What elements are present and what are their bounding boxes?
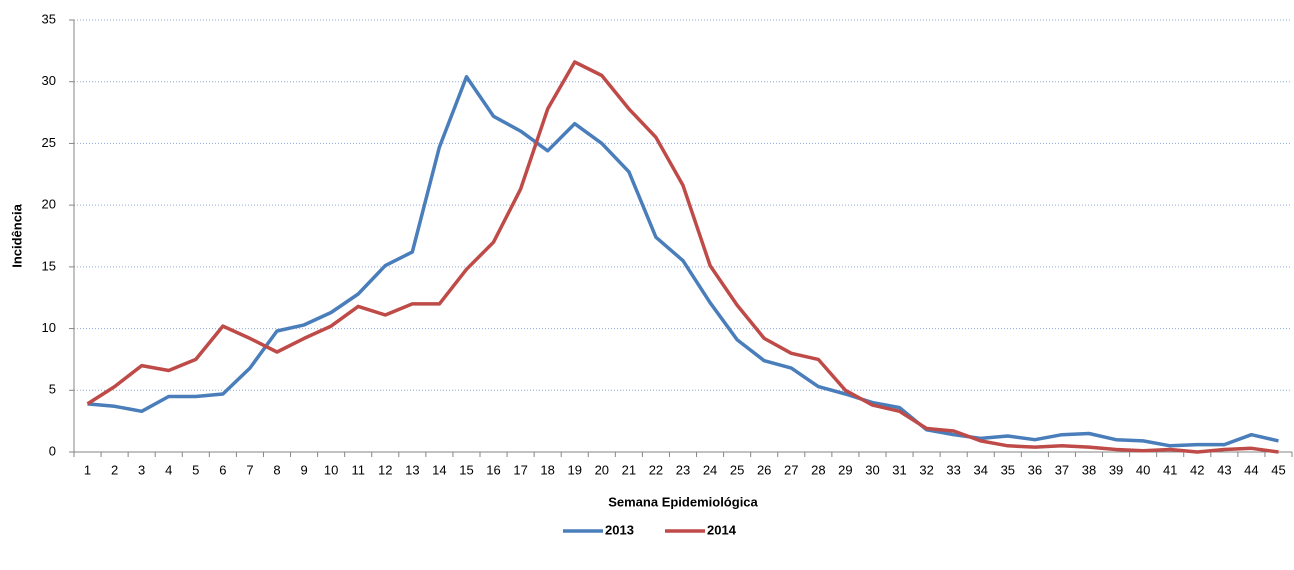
line-series: [87, 75, 1279, 448]
x-tick-label: 36: [1028, 462, 1042, 477]
x-tick-label: 18: [540, 462, 554, 477]
x-tick-label: 25: [730, 462, 744, 477]
x-tick-label: 19: [567, 462, 581, 477]
y-tick-label: 35: [42, 11, 56, 26]
y-tick-label: 5: [49, 382, 56, 397]
x-tick-label: 45: [1271, 462, 1285, 477]
x-tick-label: 31: [892, 462, 906, 477]
x-tick-label: 6: [219, 462, 226, 477]
x-tick-label: 30: [865, 462, 879, 477]
x-tick-label: 29: [838, 462, 852, 477]
x-tick-label: 5: [192, 462, 199, 477]
x-tick-label: 9: [300, 462, 307, 477]
y-axis-title: Incidência: [9, 203, 24, 267]
x-tick-label: 15: [459, 462, 473, 477]
x-tick-label: 17: [513, 462, 527, 477]
x-tick-label: 32: [919, 462, 933, 477]
x-axis-title: Semana Epidemiológica: [608, 494, 758, 509]
x-tick-label: 34: [973, 462, 987, 477]
x-tick-label: 23: [676, 462, 690, 477]
x-tick-label: 37: [1055, 462, 1069, 477]
x-tick-label: 41: [1163, 462, 1177, 477]
y-tick-label: 15: [42, 258, 56, 273]
x-tick-label: 3: [138, 462, 145, 477]
x-tick-label: 14: [432, 462, 446, 477]
x-tick-label: 22: [649, 462, 663, 477]
x-tick-label: 7: [246, 462, 253, 477]
x-tick-label: 38: [1082, 462, 1096, 477]
x-tick-label: 40: [1136, 462, 1150, 477]
y-tick-label: 20: [42, 197, 56, 212]
y-tick-label: 30: [42, 73, 56, 88]
x-tick-label: 27: [784, 462, 798, 477]
y-tick-label: 10: [42, 320, 56, 335]
x-tick-label: 26: [757, 462, 771, 477]
x-tick-label: 2: [111, 462, 118, 477]
x-tick-label: 33: [946, 462, 960, 477]
y-tick-label: 0: [49, 443, 56, 458]
x-tick-label: 24: [703, 462, 717, 477]
line-series: [86, 60, 1279, 454]
x-tick-label: 13: [405, 462, 419, 477]
x-tick-label: 12: [378, 462, 392, 477]
x-tick-label: 39: [1109, 462, 1123, 477]
x-tick-label: 28: [811, 462, 825, 477]
x-tick-label: 21: [622, 462, 636, 477]
x-tick-label: 43: [1217, 462, 1231, 477]
x-tick-label: 44: [1244, 462, 1258, 477]
x-tick-label: 11: [351, 462, 365, 477]
x-tick-label: 42: [1190, 462, 1204, 477]
x-tick-label: 10: [324, 462, 338, 477]
y-tick-label: 25: [42, 135, 56, 150]
x-tick-label: 16: [486, 462, 500, 477]
x-tick-label: 20: [595, 462, 609, 477]
legend-label: 2013: [605, 522, 634, 537]
legend-label: 2014: [707, 522, 737, 537]
x-tick-label: 1: [84, 462, 91, 477]
x-tick-label: 8: [273, 462, 280, 477]
x-tick-label: 35: [1001, 462, 1015, 477]
x-tick-label: 4: [165, 462, 172, 477]
